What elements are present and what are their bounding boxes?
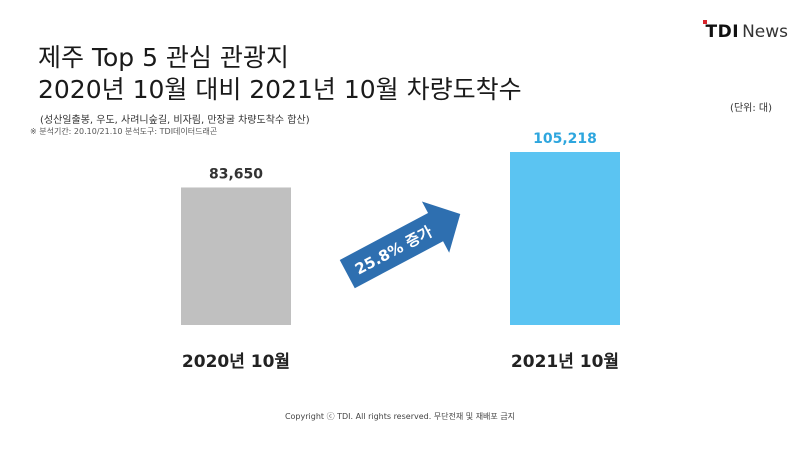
category-label-1: 2020년 10월 bbox=[182, 352, 290, 372]
bar-2 bbox=[510, 152, 620, 325]
unit-label: (단위: 대) bbox=[730, 103, 772, 114]
copyright-footer: Copyright ⓒ TDI. All rights reserved. 무단… bbox=[284, 412, 516, 421]
growth-arrow: 25.8% 증가 bbox=[339, 201, 461, 289]
logo-tdi: TDI bbox=[702, 20, 740, 42]
analysis-meta: ※ 분석기간: 20.10/21.10 분석도구: TDI데이터드래곤 bbox=[30, 127, 218, 136]
bar-value-label-1: 83,650 bbox=[209, 166, 263, 182]
category-label-2: 2021년 10월 bbox=[511, 352, 619, 372]
bar-1 bbox=[181, 187, 291, 325]
title-line-2: 2020년 10월 대비 2021년 10월 차량도착수 bbox=[38, 75, 522, 104]
logo-news: News bbox=[742, 22, 788, 42]
growth-arrow-shape bbox=[339, 201, 461, 289]
bars-group: 83,650 2020년 10월 105,218 2021년 10월 bbox=[181, 131, 620, 372]
chart-subtitle: (성산일출봉, 우도, 사려니숲길, 비자림, 만장굴 차량도착수 합산) bbox=[40, 115, 310, 126]
bar-value-label-2: 105,218 bbox=[533, 131, 597, 147]
title-line-1: 제주 Top 5 관심 관광지 bbox=[38, 43, 289, 72]
page-title: 제주 Top 5 관심 관광지 2020년 10월 대비 2021년 10월 차… bbox=[38, 42, 522, 106]
brand-logo: TDI News bbox=[702, 20, 788, 42]
